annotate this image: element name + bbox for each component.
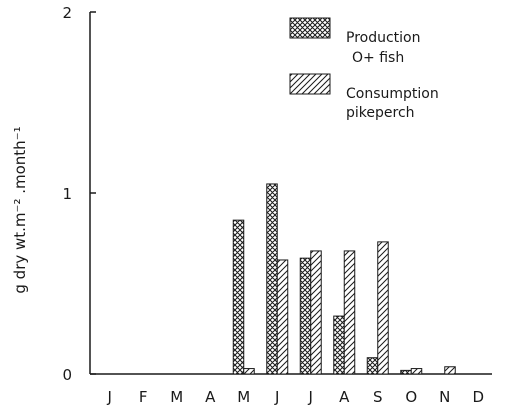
bar-production-9: [400, 369, 412, 375]
legend-swatch-consumption: [289, 73, 331, 95]
bar-consumption-5: [276, 259, 289, 375]
bar-consumption-9: [410, 368, 423, 375]
legend: Production O+ fish Consumption pikeperch: [289, 17, 439, 121]
bar-consumption-10: [444, 366, 456, 375]
bar-consumption-7: [343, 250, 356, 375]
bar-production-5: [266, 183, 278, 375]
x-tick-label: J: [107, 388, 112, 406]
bar-consumption-8: [377, 241, 389, 375]
x-tick-label: S: [373, 388, 383, 406]
bar-production-8: [366, 357, 379, 375]
x-tick-label: M: [170, 388, 183, 406]
y-tick-label: 1: [62, 185, 72, 203]
y-ticks: 0 1 2: [62, 4, 96, 384]
x-tick-label: F: [139, 388, 148, 406]
legend-consumption-line2: pikeperch: [346, 105, 415, 121]
bar-production-7: [333, 315, 345, 375]
bar-production-6: [299, 257, 312, 375]
y-axis-label: g dry wt.m⁻² .month⁻¹: [11, 126, 29, 293]
bar-consumption-4: [243, 368, 255, 375]
x-tick-label: M: [237, 388, 250, 406]
x-tick-label: A: [339, 388, 350, 406]
x-tick-label: O: [405, 388, 417, 406]
x-tick-label: J: [308, 388, 313, 406]
x-tick-label: A: [205, 388, 216, 406]
legend-consumption-line1: Consumption: [346, 86, 439, 102]
y-tick-label: 2: [62, 4, 72, 22]
y-tick-label: 0: [62, 366, 72, 384]
legend-production-line1: Production: [346, 30, 420, 46]
x-tick-label: N: [439, 388, 450, 406]
legend-swatch-production: [289, 17, 331, 39]
bar-consumption-6: [310, 250, 322, 375]
bar-production-4: [232, 219, 245, 375]
legend-production-line2: O+ fish: [352, 50, 404, 66]
bars: [232, 183, 456, 375]
x-tick-label: J: [274, 388, 279, 406]
x-tick-label: D: [472, 388, 484, 406]
